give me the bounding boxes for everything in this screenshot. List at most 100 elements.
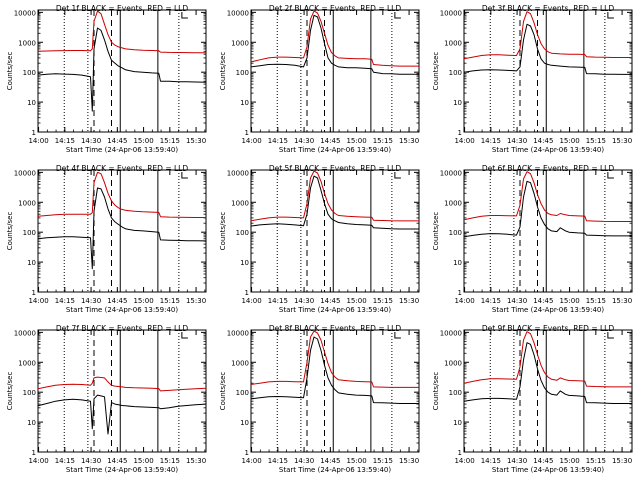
panel-4: 1 10 100 1000 10000 14:00 14:15 14:30 14:45 15:00… — [6, 164, 207, 314]
x-tick-label: 14:30 — [294, 137, 314, 145]
corner-glyph — [607, 332, 614, 339]
x-tick-label: 14:00 — [454, 297, 474, 305]
y-tick-label: 10 — [27, 259, 36, 267]
corner-glyph — [181, 12, 188, 19]
x-tick-label: 14:30 — [507, 457, 527, 465]
panel-6: 1 10 100 1000 10000 14:00 14:15 14:30 14:45 15:00… — [432, 164, 633, 314]
corner-glyph — [181, 332, 188, 339]
x-tick-label: 14:45 — [320, 457, 340, 465]
series-lld — [251, 170, 419, 222]
y-tick-label: 1 — [245, 449, 249, 457]
x-tick-label: 15:00 — [133, 297, 153, 305]
x-axis-label: Start Time (24-Apr-06 13:59:40) — [66, 146, 178, 154]
y-axis-label: Counts/sec — [6, 212, 14, 251]
x-tick-label: 15:00 — [346, 457, 366, 465]
y-tick-label: 100 — [449, 69, 462, 77]
x-tick-label: 15:00 — [559, 137, 579, 145]
y-tick-label: 1000 — [444, 359, 462, 367]
y-tick-label: 1000 — [231, 199, 249, 207]
series-events — [38, 27, 206, 112]
y-axis-label: Counts/sec — [219, 212, 227, 251]
x-tick-label: 15:15 — [160, 297, 180, 305]
x-tick-label: 14:45 — [320, 297, 340, 305]
plot-frame — [250, 169, 420, 293]
x-tick-label: 14:15 — [268, 297, 288, 305]
x-tick-label: 15:00 — [559, 457, 579, 465]
x-tick-label: 15:15 — [160, 137, 180, 145]
plot-frame — [463, 9, 633, 133]
x-tick-label: 14:15 — [55, 297, 75, 305]
panel-title: Det 5f BLACK = Events, RED = LLD — [269, 164, 402, 173]
x-tick-label: 15:30 — [612, 297, 632, 305]
y-tick-label: 10 — [453, 419, 462, 427]
plot-frame — [37, 329, 207, 453]
x-tick-label: 14:30 — [294, 297, 314, 305]
corner-glyph — [607, 12, 614, 19]
plot-frame — [37, 169, 207, 293]
panel-1: 1 10 100 1000 10000 14:00 14:15 14:30 14:45 15:00… — [6, 4, 207, 154]
x-tick-label: 14:45 — [320, 137, 340, 145]
x-tick-label: 14:15 — [481, 137, 501, 145]
plot-frame — [463, 329, 633, 453]
series-lld — [38, 376, 206, 392]
x-tick-label: 15:30 — [186, 137, 206, 145]
y-tick-label: 1 — [32, 449, 36, 457]
y-tick-label: 1 — [458, 129, 462, 137]
x-tick-label: 14:00 — [28, 137, 48, 145]
y-tick-label: 100 — [23, 389, 36, 397]
x-tick-label: 14:30 — [81, 297, 101, 305]
series-events — [38, 394, 206, 435]
x-tick-label: 14:00 — [28, 457, 48, 465]
y-axis-label: Counts/sec — [432, 212, 440, 251]
plot-frame — [463, 169, 633, 293]
x-tick-label: 14:15 — [268, 137, 288, 145]
x-tick-label: 14:00 — [28, 297, 48, 305]
x-axis-label: Start Time (24-Apr-06 13:59:40) — [279, 466, 391, 474]
y-tick-label: 1000 — [18, 199, 36, 207]
x-tick-label: 15:00 — [559, 297, 579, 305]
series-events — [464, 180, 632, 238]
x-tick-label: 14:45 — [107, 297, 127, 305]
x-tick-label: 14:45 — [533, 297, 553, 305]
y-tick-label: 10000 — [14, 169, 36, 177]
y-tick-label: 100 — [449, 229, 462, 237]
series-events — [251, 14, 419, 75]
x-tick-label: 15:30 — [612, 457, 632, 465]
x-tick-label: 15:15 — [586, 457, 606, 465]
x-tick-label: 14:15 — [55, 137, 75, 145]
y-tick-label: 10000 — [440, 9, 462, 17]
x-tick-label: 14:45 — [533, 137, 553, 145]
y-tick-label: 10000 — [14, 329, 36, 337]
x-tick-label: 15:30 — [399, 137, 419, 145]
panel-3: 1 10 100 1000 10000 14:00 14:15 14:30 14:45 15:00… — [432, 4, 633, 154]
y-tick-label: 100 — [236, 69, 249, 77]
y-tick-label: 10000 — [440, 169, 462, 177]
panel-title: Det 2f BLACK = Events, RED = LLD — [269, 4, 402, 13]
panel-7: 1 10 100 1000 10000 14:00 14:15 14:30 14:45 15:00… — [6, 324, 207, 474]
series-lld — [464, 331, 632, 388]
series-events — [38, 187, 206, 270]
x-tick-label: 14:00 — [241, 297, 261, 305]
x-tick-label: 15:30 — [186, 297, 206, 305]
plot-frame — [250, 9, 420, 133]
x-tick-label: 15:00 — [346, 137, 366, 145]
x-axis-label: Start Time (24-Apr-06 13:59:40) — [66, 466, 178, 474]
y-tick-label: 10000 — [440, 329, 462, 337]
series-lld — [464, 171, 632, 222]
panel-title: Det 4f BLACK = Events, RED = LLD — [56, 164, 189, 173]
series-lld — [38, 171, 206, 218]
y-tick-label: 10000 — [227, 9, 249, 17]
x-axis-label: Start Time (24-Apr-06 13:59:40) — [279, 306, 391, 314]
corner-glyph — [181, 172, 188, 179]
corner-glyph — [394, 12, 401, 19]
x-axis-label: Start Time (24-Apr-06 13:59:40) — [492, 146, 604, 154]
y-tick-label: 100 — [23, 69, 36, 77]
series-lld — [38, 10, 206, 54]
x-tick-label: 14:15 — [481, 457, 501, 465]
y-axis-label: Counts/sec — [6, 372, 14, 411]
x-tick-label: 14:30 — [81, 137, 101, 145]
series-events — [251, 336, 419, 404]
x-axis-label: Start Time (24-Apr-06 13:59:40) — [279, 146, 391, 154]
series-lld — [464, 11, 632, 60]
y-tick-label: 1000 — [18, 359, 36, 367]
